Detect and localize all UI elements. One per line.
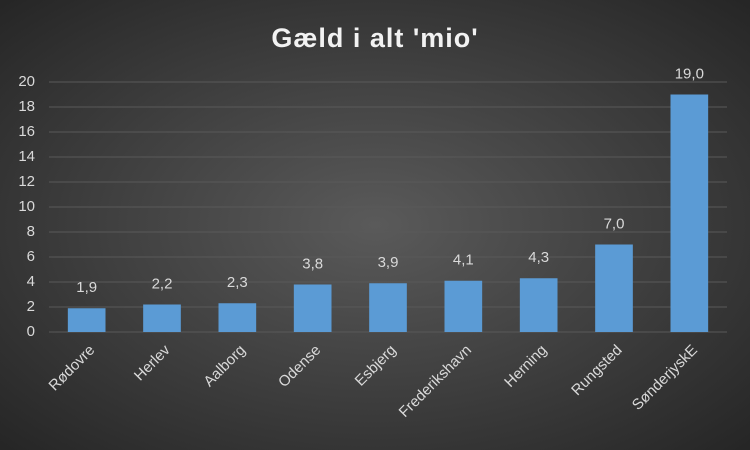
bar (67, 308, 106, 332)
y-tick-label: 6 (27, 248, 35, 265)
value-label: 1,9 (76, 279, 97, 296)
value-label: 7,0 (604, 215, 625, 232)
bar (143, 304, 181, 332)
value-label: 4,1 (453, 252, 474, 269)
y-tick-label: 2 (27, 298, 35, 315)
y-tick-label: 12 (18, 173, 35, 190)
y-tick-label: 14 (18, 148, 35, 165)
bar (218, 303, 257, 332)
value-label: 4,3 (528, 249, 549, 266)
value-label: 3,8 (302, 255, 323, 272)
value-label: 2,3 (227, 274, 248, 291)
bar (369, 283, 407, 332)
bar (444, 280, 483, 332)
bar (670, 94, 709, 332)
value-label: 19,0 (675, 65, 704, 82)
y-tick-label: 8 (27, 223, 35, 240)
value-label: 2,2 (152, 275, 173, 292)
bar (595, 244, 633, 332)
bar (293, 284, 332, 332)
value-label: 3,9 (378, 254, 399, 271)
y-tick-label: 18 (18, 98, 35, 115)
y-tick-label: 0 (27, 323, 35, 340)
bar (519, 278, 558, 332)
y-tick-label: 20 (18, 73, 35, 90)
chart-title: Gæld i alt 'mio' (271, 23, 478, 53)
y-tick-label: 16 (18, 123, 35, 140)
y-tick-label: 4 (27, 273, 35, 290)
y-tick-label: 10 (18, 198, 35, 215)
